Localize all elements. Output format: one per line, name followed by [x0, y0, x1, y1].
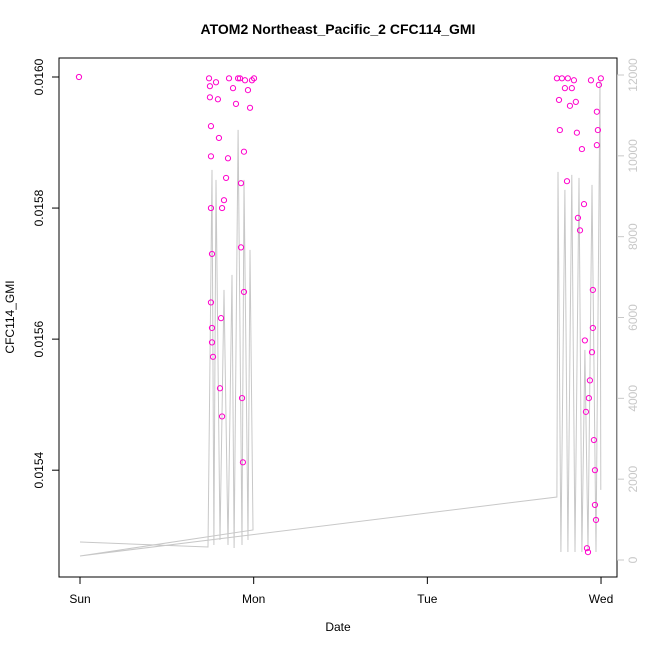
y2-tick-label: 2000: [626, 465, 640, 492]
data-point: [591, 501, 599, 509]
data-point: [574, 214, 582, 221]
data-point: [556, 126, 563, 134]
data-point: [232, 100, 240, 107]
data-point: [225, 75, 233, 82]
data-point: [583, 545, 591, 552]
data-point: [589, 324, 596, 332]
x-tick-label: Wed: [589, 592, 613, 606]
data-point: [576, 227, 584, 234]
data-point: [237, 244, 245, 251]
y2-tick-label: 10000: [626, 139, 640, 173]
data-point: [206, 94, 214, 101]
x-tick-label: Tue: [417, 592, 438, 606]
data-point: [214, 96, 222, 103]
data-point: [553, 75, 561, 82]
data-point: [222, 174, 230, 182]
data-point: [218, 204, 226, 212]
data-point: [207, 153, 215, 160]
data-point: [581, 337, 588, 344]
data-point: [224, 155, 232, 162]
data-point: [595, 81, 603, 88]
data-point: [586, 377, 594, 384]
y2-tick-label: 4000: [626, 385, 640, 412]
data-point: [589, 286, 596, 294]
data-point: [216, 385, 224, 392]
data-point: [241, 77, 249, 84]
data-point: [208, 339, 216, 346]
data-point: [570, 77, 578, 84]
data-point: [578, 145, 586, 153]
chart-title: ATOM2 Northeast_Pacific_2 CFC114_GMI: [201, 21, 476, 37]
data-point: [555, 96, 563, 104]
data-point: [566, 102, 574, 109]
x-tick-label: Mon: [242, 592, 265, 606]
y2-tick-label: 12000: [626, 58, 640, 92]
data-point: [220, 197, 228, 204]
data-point: [561, 85, 568, 92]
data-point: [558, 75, 566, 82]
data-point: [237, 180, 245, 187]
data-point: [573, 129, 580, 136]
y2-tick-label: 8000: [626, 223, 640, 250]
x-tick-label: Sun: [69, 592, 90, 606]
plot-box: [58, 57, 618, 578]
data-point: [244, 87, 252, 94]
data-point: [234, 75, 242, 82]
data-point: [207, 123, 215, 130]
data-point: [593, 108, 600, 115]
data-point: [590, 436, 598, 444]
x-axis-label: Date: [325, 620, 351, 634]
data-point: [208, 250, 216, 258]
data-point: [236, 75, 244, 82]
altitude-line: [79, 79, 602, 557]
data-point: [588, 349, 596, 356]
data-point: [229, 85, 237, 92]
data-point: [585, 395, 592, 402]
y-tick-label: 0.0154: [32, 452, 46, 489]
data-point: [75, 73, 83, 81]
y-tick-label: 0.0160: [32, 58, 46, 95]
data-point: [592, 516, 600, 524]
data-point: [250, 75, 258, 82]
data-point: [582, 408, 590, 415]
data-point: [218, 413, 226, 420]
y-tick-label: 0.0158: [32, 189, 46, 226]
data-point: [572, 98, 579, 106]
data-point: [217, 315, 225, 322]
data-point: [246, 104, 254, 111]
y-axis-label: CFC114_GMI: [3, 280, 17, 353]
y-tick-label: 0.0156: [32, 320, 46, 357]
data-point: [238, 395, 246, 402]
y2-tick-label: 6000: [626, 304, 640, 331]
data-point: [212, 79, 220, 86]
data-point: [240, 288, 248, 296]
data-point: [591, 467, 599, 474]
data-point: [209, 353, 217, 360]
data-point: [593, 142, 600, 149]
data-point: [215, 134, 223, 142]
data-point: [568, 85, 575, 92]
data-point: [207, 204, 215, 212]
data-point: [240, 148, 248, 155]
data-point: [206, 83, 214, 90]
data-point: [597, 75, 604, 82]
data-point: [584, 548, 592, 556]
y2-tick-label: 0: [626, 556, 640, 563]
data-point: [564, 75, 571, 82]
data-point: [587, 77, 595, 84]
data-point: [594, 126, 601, 134]
data-point: [208, 324, 216, 332]
data-point: [239, 459, 247, 466]
data-point: [207, 299, 215, 306]
data-point: [205, 75, 213, 82]
data-point: [563, 178, 571, 185]
data-point: [580, 201, 588, 208]
